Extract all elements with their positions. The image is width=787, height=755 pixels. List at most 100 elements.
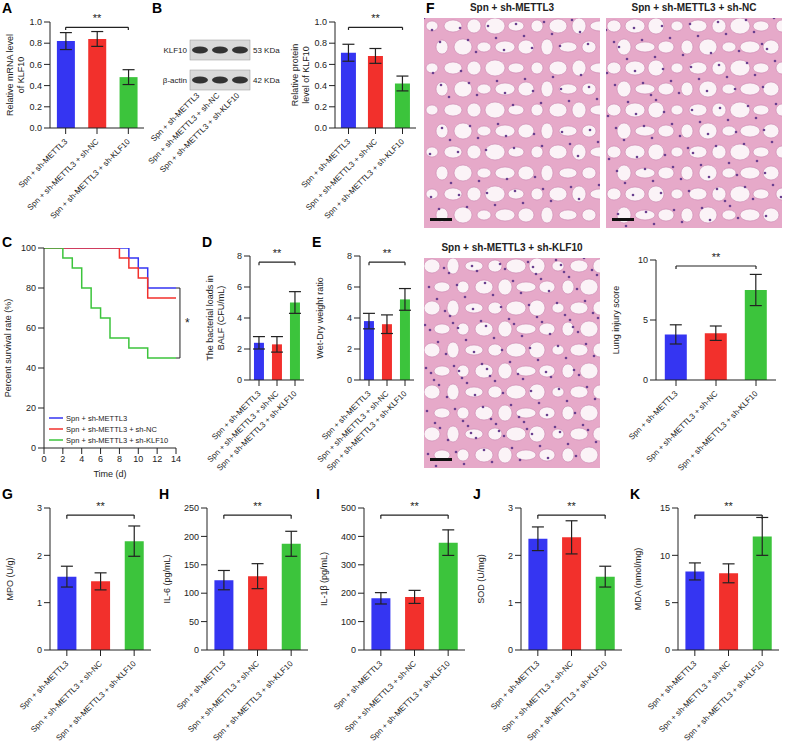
svg-text:**: ** [273,247,282,259]
svg-text:2: 2 [347,344,352,354]
svg-text:100: 100 [341,617,356,627]
svg-text:The bacterial loads in: The bacterial loads in [205,275,215,361]
svg-text:6: 6 [237,282,242,292]
svg-text:β-actin: β-actin [163,76,187,85]
svg-text:4: 4 [347,313,352,323]
svg-text:Spn + sh-METTL3 + sh-NC: Spn + sh-METTL3 + sh-NC [206,389,281,464]
svg-text:2: 2 [37,551,42,561]
svg-text:200: 200 [184,532,199,542]
svg-text:0.0: 0.0 [29,123,42,133]
svg-text:0: 0 [665,645,670,655]
svg-text:15: 15 [660,503,670,513]
svg-text:Spn + sh-METTL3 + sh-KLF10: Spn + sh-METTL3 + sh-KLF10 [325,389,409,473]
svg-text:0.8: 0.8 [314,38,327,48]
svg-text:Spn + sh-METTL3 + sh-KLF10: Spn + sh-METTL3 + sh-KLF10 [368,659,452,743]
svg-text:Spn + sh-METTL3 + sh-KLF10: Spn + sh-METTL3 + sh-KLF10 [676,389,760,473]
svg-text:**: ** [93,12,102,24]
svg-text:of KLF10: of KLF10 [16,57,26,94]
svg-text:20: 20 [26,403,36,413]
svg-text:300: 300 [341,560,356,570]
svg-text:Spn + sh-METTL3 + sh-KLF10: Spn + sh-METTL3 + sh-KLF10 [48,137,132,221]
svg-text:Spn + sh-METTL3 + sh-KLF10: Spn + sh-METTL3 + sh-KLF10 [215,389,299,473]
svg-text:1: 1 [37,598,42,608]
svg-text:0.6: 0.6 [314,60,327,70]
svg-text:14: 14 [171,454,181,464]
svg-text:50: 50 [189,617,199,627]
svg-text:Spn + sh-METTL3 + sh-KLF10: Spn + sh-METTL3 + sh-KLF10 [54,659,138,743]
svg-text:3: 3 [508,503,513,513]
svg-text:10: 10 [638,255,648,265]
svg-text:60: 60 [26,323,36,333]
svg-text:Relative mRNA level: Relative mRNA level [5,34,15,116]
svg-text:Wet-Dry weight ratio: Wet-Dry weight ratio [315,277,325,358]
svg-text:0: 0 [351,645,356,655]
svg-text:8: 8 [117,454,122,464]
svg-text:4: 4 [79,454,84,464]
svg-text:Spn + sh-METTL3 + sh-NC: Spn + sh-METTL3 + sh-NC [645,389,720,464]
svg-text:0: 0 [41,454,46,464]
svg-text:8: 8 [237,251,242,261]
svg-text:**: ** [567,500,576,512]
svg-text:1.0: 1.0 [314,17,327,27]
svg-text:4: 4 [237,313,242,323]
svg-text:0.2: 0.2 [29,102,42,112]
svg-text:80: 80 [26,283,36,293]
svg-text:0.2: 0.2 [314,102,327,112]
svg-text:Relative protein: Relative protein [290,44,300,107]
svg-text:40: 40 [26,363,36,373]
svg-text:2: 2 [237,344,242,354]
svg-text:8: 8 [347,251,352,261]
svg-text:12: 12 [152,454,162,464]
svg-text:Spn + sh-METTL3 + sh-KLF10: Spn + sh-METTL3 + sh-KLF10 [323,137,407,221]
svg-text:Spn + sh-METTL3 + sh-KLF10: Spn + sh-METTL3 + sh-KLF10 [682,659,766,743]
svg-text:Spn + sh-METTL3 + sh-KLF10: Spn + sh-METTL3 + sh-KLF10 [66,436,168,445]
svg-text:SOD (U/mg): SOD (U/mg) [476,554,486,604]
svg-text:Spn + sh-METTL3 + sh-NC: Spn + sh-METTL3 + sh-NC [66,425,157,434]
svg-text:100: 100 [21,243,36,253]
svg-text:Spn + sh-METTL3: Spn + sh-METTL3 [66,414,127,423]
svg-text:6: 6 [98,454,103,464]
svg-text:MPO (U/g): MPO (U/g) [5,557,15,600]
svg-text:**: ** [371,12,380,24]
svg-text:1: 1 [508,598,513,608]
svg-text:5: 5 [665,598,670,608]
svg-text:3: 3 [37,503,42,513]
svg-text:**: ** [712,251,721,263]
svg-text:10: 10 [660,551,670,561]
svg-text:KLF10: KLF10 [163,46,187,55]
svg-text:0.6: 0.6 [29,60,42,70]
svg-text:0: 0 [31,443,36,453]
svg-text:400: 400 [341,532,356,542]
svg-text:0: 0 [508,645,513,655]
svg-text:42 KDa: 42 KDa [253,76,280,85]
svg-text:250: 250 [184,503,199,513]
svg-text:level of KLF10: level of KLF10 [301,46,311,104]
svg-text:Spn + sh-METTL3 + sh-KLF10: Spn + sh-METTL3 + sh-KLF10 [525,659,609,743]
svg-text:Spn + sh-METTL3 + sh-KLF10: Spn + sh-METTL3 + sh-KLF10 [211,659,295,743]
svg-text:0: 0 [347,375,352,385]
svg-text:**: ** [724,500,733,512]
svg-text:0: 0 [643,375,648,385]
svg-text:100: 100 [184,588,199,598]
svg-text:200: 200 [341,588,356,598]
svg-text:0.4: 0.4 [29,81,42,91]
svg-text:0.4: 0.4 [314,81,327,91]
svg-text:Lung injury score: Lung injury score [611,286,621,355]
svg-text:0: 0 [237,375,242,385]
svg-text:10: 10 [133,454,143,464]
svg-text:2: 2 [60,454,65,464]
svg-text:**: ** [410,500,419,512]
svg-text:IL-6 (pg/mL): IL-6 (pg/mL) [162,554,172,603]
svg-text:500: 500 [341,503,356,513]
svg-text:BALF (CFU/mL): BALF (CFU/mL) [216,286,226,351]
svg-text:MDA (nmol/mg): MDA (nmol/mg) [633,548,643,611]
svg-text:*: * [185,316,190,330]
svg-text:Spn + sh-METTL3 + sh-NC: Spn + sh-METTL3 + sh-NC [316,389,391,464]
svg-text:0.8: 0.8 [29,38,42,48]
svg-text:0: 0 [37,645,42,655]
svg-text:1.0: 1.0 [29,17,42,27]
svg-text:Spn + sh-METTL3 + sh-KLF10: Spn + sh-METTL3 + sh-KLF10 [158,91,242,175]
svg-text:0.0: 0.0 [314,123,327,133]
svg-text:**: ** [383,247,392,259]
svg-text:5: 5 [643,315,648,325]
